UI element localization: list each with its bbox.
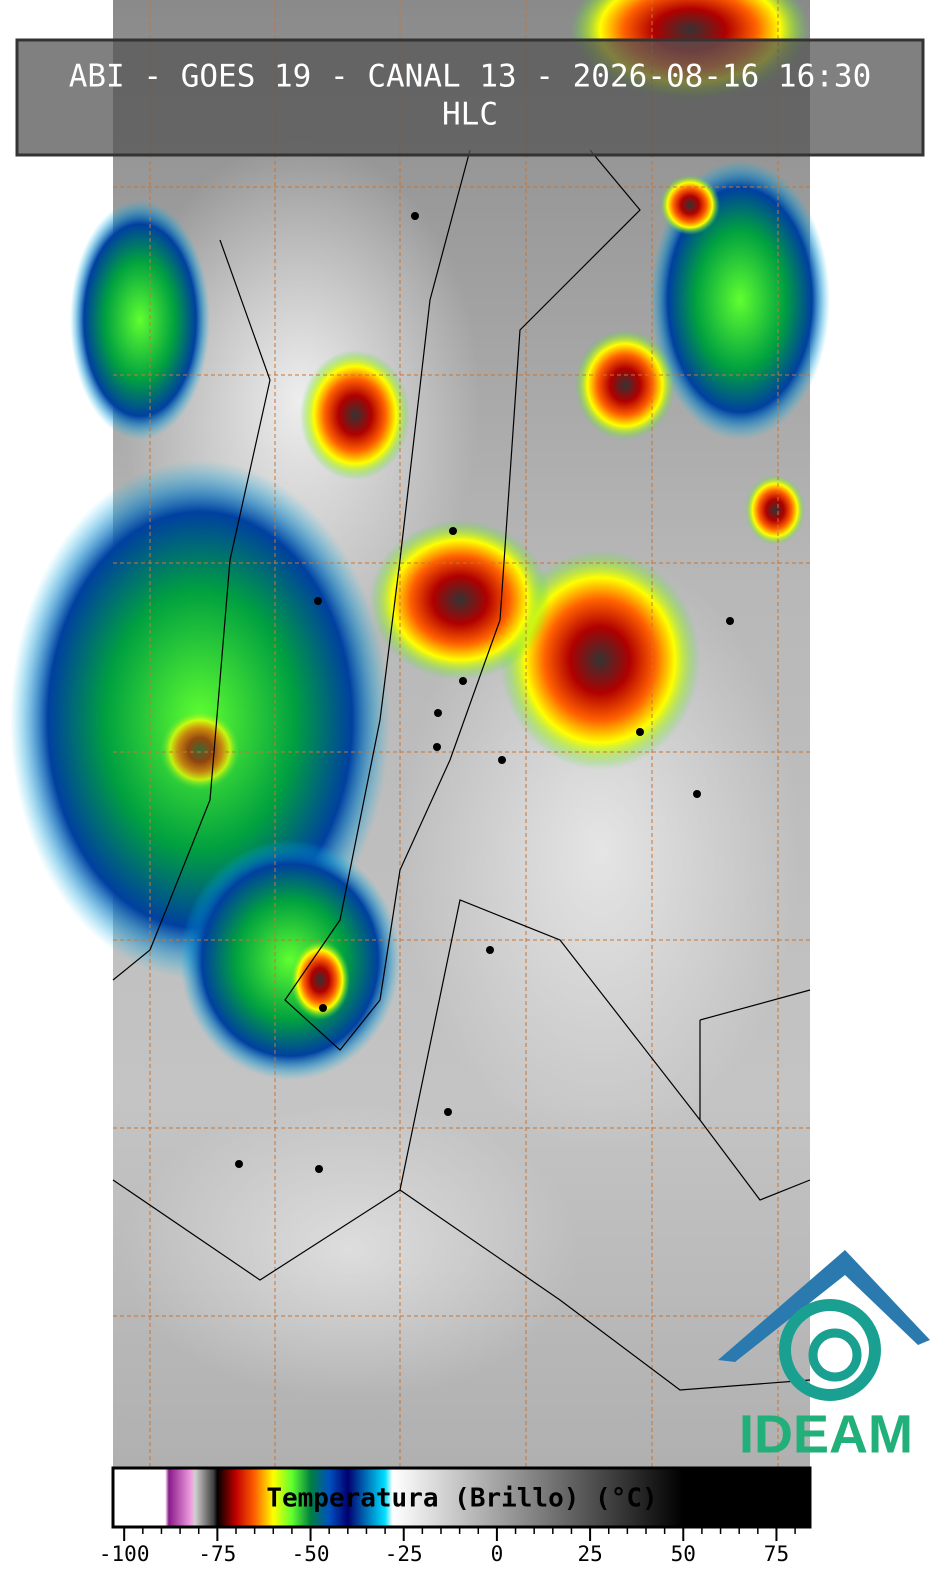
tick-label: -50 [292, 1542, 330, 1566]
tick-label: 25 [577, 1542, 602, 1566]
title-box: ABI - GOES 19 - CANAL 13 - 2026-08-16 16… [15, 38, 925, 157]
tick-label: 50 [671, 1542, 696, 1566]
map [10, 0, 830, 1467]
logo: IDEAM [718, 1250, 930, 1464]
title: ABI - GOES 19 - CANAL 13 - 2026-08-16 16… [69, 59, 872, 95]
cities [235, 212, 734, 1173]
logo-text: IDEAM [739, 1404, 913, 1464]
tick-label: 75 [764, 1542, 789, 1566]
borders [112, 149, 811, 1391]
tick-label: -100 [99, 1542, 150, 1566]
tick-label: 0 [491, 1542, 504, 1566]
tick-label: -25 [385, 1542, 423, 1566]
subtitle: HLC [442, 97, 498, 133]
colorbar: Temperatura (Brillo) (°C) -100 -75 -50 -25 0… [99, 1466, 812, 1566]
colorbar-label: Temperatura (Brillo) (°C) [266, 1484, 657, 1514]
tick-label: -75 [198, 1542, 236, 1566]
